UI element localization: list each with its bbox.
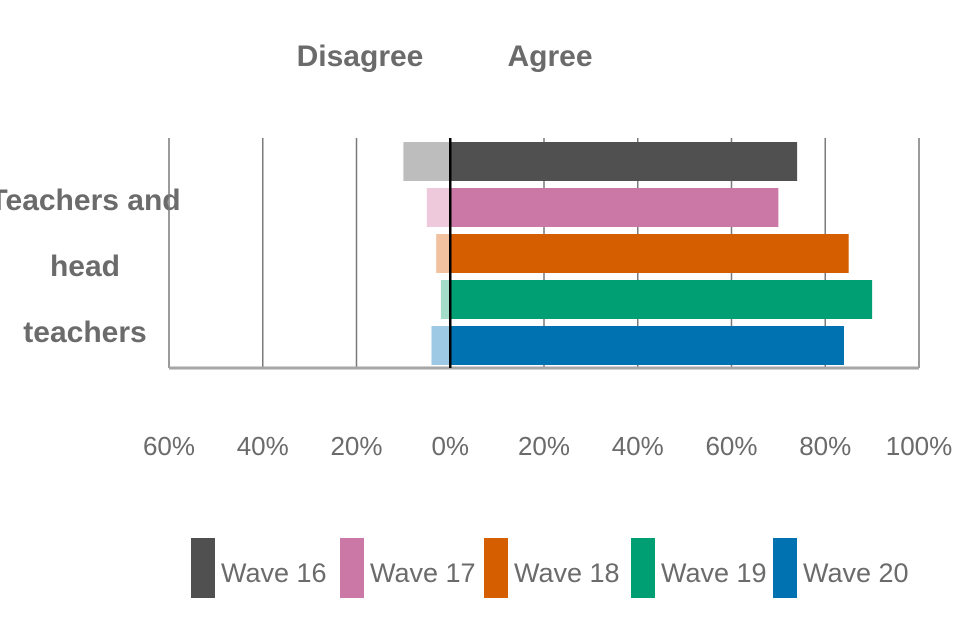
x-tick-label-3: 0% [431,431,469,461]
bar-disagree-wave-19 [440,280,451,319]
x-tick-label-4: 20% [518,431,570,461]
bar-agree-wave-18 [450,234,849,273]
bar-agree-wave-19 [450,280,873,319]
category-label-line-3: teachers [23,316,146,349]
x-tick-label-5: 40% [612,431,664,461]
bar-agree-wave-16 [450,142,798,181]
legend-label-wave-20: Wave 20 [803,558,909,588]
bar-agree-wave-17 [450,188,779,227]
legend-swatch-wave-18 [484,538,508,598]
legend-swatch-wave-19 [631,538,655,598]
legend: Wave 16 Wave 17 Wave 18 Wave 19 Wave 20 [191,538,909,598]
legend-swatch-wave-20 [773,538,797,598]
bar-disagree-wave-16 [403,142,451,181]
bar-agree-wave-20 [450,326,844,365]
legend-swatch-wave-17 [340,538,364,598]
bar-disagree-wave-17 [426,188,451,227]
axes [169,138,919,370]
legend-label-wave-17: Wave 17 [370,558,476,588]
legend-label-wave-18: Wave 18 [514,558,620,588]
legend-swatch-wave-16 [191,538,215,598]
bar-disagree-wave-20 [431,326,451,365]
x-tick-label-6: 60% [705,431,757,461]
x-tick-label-1: 40% [237,431,289,461]
bar-disagree-wave-18 [436,234,451,273]
x-tick-label-8: 100% [886,431,953,461]
x-tick-label-2: 20% [330,431,382,461]
x-tick-labels: 60% 40% 20% 0% 20% 40% 60% 80% 100% [143,431,952,461]
category-label-line-2: head [50,250,120,283]
bars [403,142,873,365]
x-tick-label-0: 60% [143,431,195,461]
x-tick-label-7: 80% [799,431,851,461]
legend-label-wave-19: Wave 19 [661,558,767,588]
category-label: Teachers and head teachers [0,184,181,349]
legend-label-wave-16: Wave 16 [221,558,327,588]
category-label-line-1: Teachers and [0,184,181,217]
disagree-header: Disagree [297,40,424,73]
agree-header: Agree [507,40,592,73]
